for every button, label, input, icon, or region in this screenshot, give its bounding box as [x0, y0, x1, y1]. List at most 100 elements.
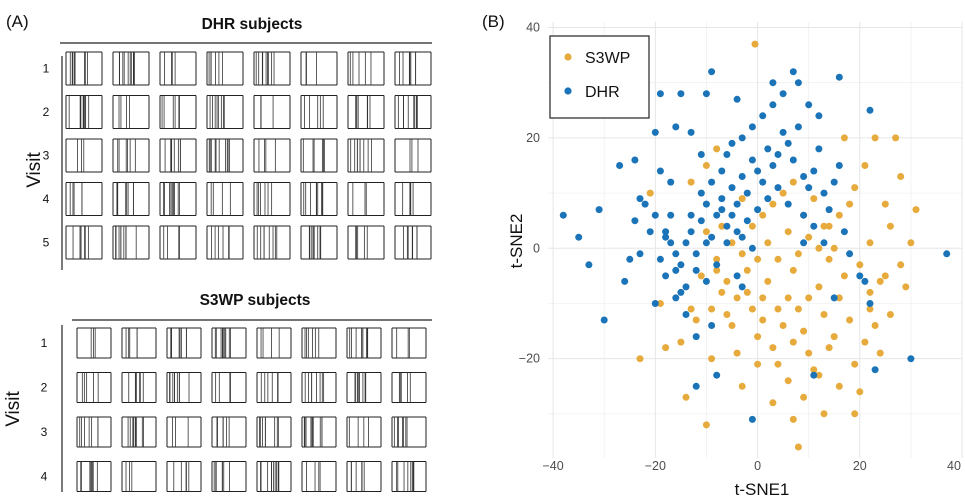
point-s3wp	[789, 266, 797, 274]
legend-label-s3wp: S3WP	[585, 50, 630, 67]
y-tick-labels: −20 0 20 40	[519, 21, 540, 366]
dhr-raster-cell	[347, 225, 385, 260]
s3wp-raster-cell	[76, 416, 112, 448]
panel-b: (B) −40 −20 0 20 40 −20 0 20 40 t-SNE1 t-SNE2 S…	[482, 12, 963, 498]
s3wp-raster-cell	[256, 327, 292, 359]
point-dhr	[662, 272, 670, 280]
point-s3wp	[851, 360, 859, 368]
point-dhr	[702, 200, 710, 208]
gridlines	[548, 22, 963, 458]
point-s3wp	[728, 322, 736, 329]
dhr-visit-number: 1	[43, 62, 50, 76]
point-s3wp	[825, 344, 833, 352]
point-s3wp	[871, 134, 879, 142]
point-s3wp	[805, 233, 813, 241]
point-s3wp	[728, 239, 736, 247]
point-dhr	[733, 95, 741, 103]
point-s3wp	[861, 162, 869, 169]
point-dhr	[738, 173, 746, 180]
point-dhr	[692, 382, 700, 390]
point-dhr	[672, 123, 680, 131]
dhr-raster-cell	[112, 182, 150, 216]
point-s3wp	[687, 305, 695, 313]
point-dhr	[687, 211, 695, 219]
point-s3wp	[754, 333, 762, 341]
point-dhr	[728, 139, 736, 147]
s3wp-raster-cell	[211, 416, 247, 448]
point-s3wp	[866, 288, 874, 296]
point-dhr	[866, 300, 874, 307]
point-dhr	[728, 184, 736, 192]
point-dhr	[769, 101, 777, 109]
point-dhr	[769, 79, 777, 87]
point-dhr	[723, 151, 731, 158]
point-dhr	[713, 371, 721, 379]
point-dhr	[677, 288, 685, 296]
point-s3wp	[840, 272, 848, 280]
point-s3wp	[743, 288, 751, 296]
point-s3wp	[856, 261, 864, 269]
point-s3wp	[759, 316, 767, 324]
point-dhr	[677, 90, 685, 98]
dhr-visit-number: 5	[43, 236, 50, 250]
point-dhr	[769, 162, 777, 169]
point-s3wp	[810, 366, 818, 374]
point-s3wp	[846, 316, 854, 324]
point-dhr	[631, 217, 639, 225]
point-dhr	[856, 272, 864, 280]
s3wp-raster-cell	[391, 327, 427, 359]
x-tick-label: −40	[543, 459, 564, 473]
point-s3wp	[764, 277, 772, 285]
point-s3wp	[733, 294, 741, 302]
dhr-raster-cell	[206, 182, 244, 216]
s3wp-raster-cell	[256, 416, 292, 448]
dhr-raster-cell	[347, 182, 385, 216]
point-dhr	[733, 272, 741, 280]
x-tick-label: 0	[754, 459, 761, 473]
s3wp-raster-cell	[166, 372, 202, 403]
dhr-raster-cell	[253, 182, 291, 216]
point-dhr	[764, 145, 772, 153]
dhr-raster-cell	[112, 225, 150, 260]
dhr-group-title: DHR subjects	[202, 16, 303, 33]
dhr-raster-cell	[394, 225, 432, 260]
s3wp-raster-cell	[346, 461, 382, 492]
s3wp-visit-number: 4	[41, 470, 48, 484]
dhr-raster-cell	[159, 138, 197, 173]
y-tick-label: 40	[526, 21, 540, 35]
point-s3wp	[789, 178, 797, 186]
point-dhr	[789, 156, 797, 164]
point-s3wp	[789, 415, 797, 423]
s3wp-raster-cell	[301, 327, 337, 359]
point-dhr	[810, 371, 818, 379]
point-dhr	[779, 90, 787, 98]
tsne-scatter-plot: −40 −20 0 20 40 −20 0 20 40 t-SNE1 t-SNE2 S3WP …	[507, 21, 963, 498]
point-dhr	[723, 222, 731, 230]
point-dhr	[718, 206, 726, 214]
point-dhr	[697, 189, 705, 197]
point-dhr	[810, 222, 818, 230]
point-s3wp	[810, 195, 818, 203]
s3wp-visit-number: 1	[41, 336, 48, 350]
dhr-raster-cell	[206, 95, 244, 129]
dhr-raster-cell	[65, 95, 103, 129]
point-dhr	[708, 233, 716, 241]
point-dhr	[718, 167, 726, 175]
s3wp-raster-cell	[121, 461, 157, 492]
x-axis-title: t-SNE1	[735, 480, 790, 498]
dhr-raster-cell	[347, 138, 385, 173]
point-dhr	[667, 239, 675, 247]
legend: S3WP DHR	[549, 35, 650, 119]
point-dhr	[743, 217, 751, 225]
s3wp-raster-cell	[301, 416, 337, 448]
point-s3wp	[692, 316, 700, 324]
y-tick-label: −20	[519, 352, 540, 366]
point-dhr	[713, 211, 721, 219]
dhr-raster-cell	[394, 95, 432, 129]
point-s3wp	[708, 355, 716, 363]
point-dhr	[861, 277, 869, 285]
dhr-raster-cell	[206, 138, 244, 173]
dhr-raster-cell	[300, 182, 338, 216]
point-dhr	[800, 211, 808, 219]
